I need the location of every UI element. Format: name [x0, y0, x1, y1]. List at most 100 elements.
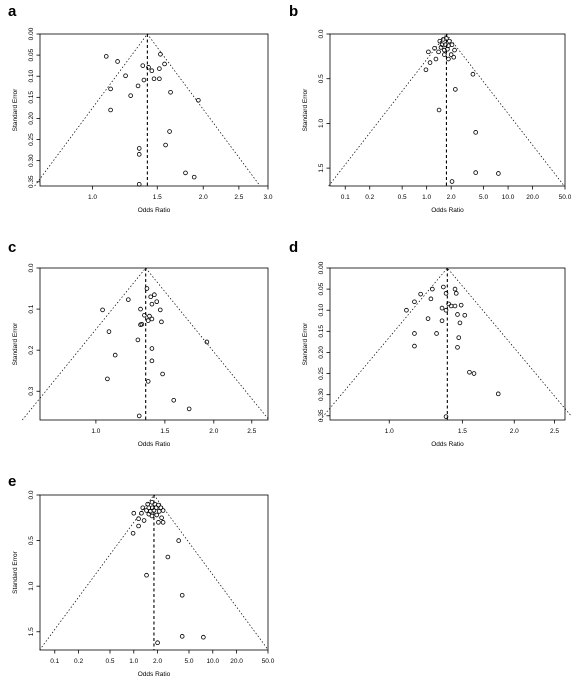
study-point [451, 54, 457, 60]
x-tick-label: 0.5 [398, 194, 407, 201]
study-point [204, 339, 210, 345]
study-point [455, 312, 460, 317]
study-point [158, 51, 163, 57]
y-tick-label: 0.35 [28, 175, 35, 188]
study-point [441, 284, 446, 290]
study-point [470, 71, 476, 77]
x-tick-label: 10.0 [206, 658, 219, 665]
study-point [149, 301, 155, 307]
study-point [453, 87, 458, 92]
study-point [171, 397, 177, 403]
study-point [456, 335, 462, 340]
y-tick-label: 1.0 [318, 119, 325, 128]
y-tick-label: 0.1 [28, 304, 35, 313]
study-point [176, 538, 181, 543]
study-point [440, 37, 446, 42]
y-tick-label: 0.10 [318, 304, 325, 317]
study-point [108, 107, 113, 113]
x-tick-label: 20.0 [230, 658, 243, 665]
study-point [149, 358, 155, 364]
y-axis-title: Standard Error [302, 88, 309, 131]
study-point [103, 54, 109, 59]
study-point [426, 49, 431, 55]
study-point [186, 406, 192, 412]
study-point [496, 171, 501, 176]
study-point [144, 572, 149, 578]
plot-frame [39, 267, 269, 421]
funnel-ci-lines [319, 267, 571, 421]
study-point [136, 146, 142, 151]
study-point [155, 640, 160, 646]
y-tick-label: 0.0 [28, 263, 35, 272]
x-axis-title: Odds Ratio [138, 441, 171, 448]
study-point [439, 305, 445, 311]
y-tick-label: 0.35 [318, 409, 325, 422]
y-axis-title: Standard Error [302, 322, 309, 365]
study-point [183, 170, 188, 176]
study-point [126, 297, 131, 302]
y-tick-label: 0.20 [318, 346, 325, 359]
study-point [135, 337, 141, 343]
study-point [108, 86, 113, 92]
study-point [179, 634, 185, 639]
x-tick-label: 0.1 [341, 194, 350, 201]
study-point [138, 306, 143, 312]
study-point [149, 316, 155, 322]
study-point [404, 307, 409, 313]
study-point [446, 56, 451, 62]
study-point [473, 130, 478, 135]
y-tick-label: 0.25 [318, 367, 325, 380]
study-point [139, 321, 145, 327]
plot-frame [39, 33, 269, 187]
study-point [423, 67, 429, 73]
study-point [438, 45, 444, 50]
study-point [412, 299, 417, 305]
x-tick-label: 50.0 [262, 658, 275, 665]
x-tick-label: 2.0 [199, 194, 208, 201]
study-point [146, 65, 151, 70]
study-point [443, 414, 449, 419]
study-point [412, 331, 417, 336]
study-point [159, 319, 164, 325]
study-point [147, 313, 152, 319]
panel-label: a [8, 3, 17, 20]
x-tick-label: 0.5 [105, 658, 114, 665]
study-point [449, 179, 455, 184]
study-point [471, 371, 477, 376]
x-axis-title: Odds Ratio [138, 671, 171, 678]
study-point [163, 142, 168, 148]
study-point [144, 508, 149, 513]
study-point [160, 508, 166, 513]
y-tick-label: 1.5 [318, 163, 325, 172]
study-point [135, 83, 141, 89]
study-point [427, 60, 433, 65]
y-tick-label: 0.0 [318, 29, 325, 38]
study-point [159, 515, 164, 521]
study-point [136, 523, 141, 529]
x-tick-label: 1.0 [91, 428, 100, 435]
study-point [156, 502, 161, 508]
study-point [136, 182, 142, 187]
study-point [455, 345, 460, 350]
panel-label: c [8, 239, 16, 256]
x-tick-label: 2.5 [550, 428, 559, 435]
panel-label: d [289, 239, 298, 256]
study-point [149, 346, 155, 351]
study-point [153, 505, 159, 511]
study-point [436, 107, 442, 113]
x-tick-label: 1.0 [422, 194, 431, 201]
x-tick-label: 2.0 [153, 658, 162, 665]
study-point [191, 174, 197, 180]
study-point [425, 316, 431, 321]
x-axis-title: Odds Ratio [431, 441, 464, 448]
study-point [140, 505, 146, 511]
y-tick-label: 0.3 [28, 386, 35, 395]
y-tick-label: 0.15 [28, 91, 35, 104]
funnel-plot-c: c 1.0 1.5 2.0 2.5 0.0 0.1 0.2 0.3 Odds Ratio Stand… [8, 239, 270, 448]
study-point [149, 513, 155, 519]
x-tick-label: 1.5 [160, 428, 169, 435]
study-point [462, 312, 468, 318]
x-tick-label: 2.0 [447, 194, 456, 201]
study-point [447, 38, 452, 44]
